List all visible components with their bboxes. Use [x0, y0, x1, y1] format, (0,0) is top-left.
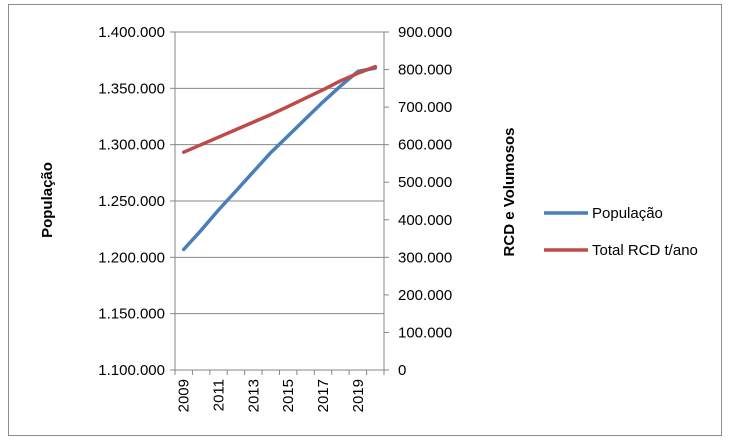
x-tick-label: 2015: [280, 379, 297, 412]
legend: População Total RCD t/ano: [544, 205, 698, 259]
gridlines: [175, 31, 384, 315]
x-axis-ticks: 2009 2011 2013 2015 2017 2019: [174, 370, 385, 412]
series-lines: [181, 64, 378, 252]
right-tick-label: 800.000: [398, 62, 452, 79]
right-tick-label: 400.000: [398, 212, 452, 229]
legend-item: Total RCD t/ano: [544, 242, 698, 259]
x-tick-label: 2009: [176, 379, 193, 412]
right-tick-label: 500.000: [398, 174, 452, 191]
right-tick-label: 100.000: [398, 324, 452, 341]
x-tick-label: 2019: [350, 379, 367, 412]
right-tick-label: 700.000: [398, 99, 452, 116]
left-tick-label: 1.100.000: [98, 362, 165, 379]
x-tick-label: 2017: [315, 379, 332, 412]
left-tick-label: 1.300.000: [98, 137, 165, 154]
right-tick-label: 300.000: [398, 249, 452, 266]
legend-label: Total RCD t/ano: [592, 242, 698, 259]
right-tick-label: 900.000: [398, 24, 452, 41]
left-tick-label: 1.150.000: [98, 306, 165, 323]
right-axis-title: RCD e Volumosos: [501, 128, 518, 257]
series-line: [181, 64, 378, 154]
legend-label: População: [592, 205, 663, 222]
right-tick-label: 0: [398, 362, 406, 379]
left-tick-label: 1.400.000: [98, 24, 165, 41]
left-tick-label: 1.200.000: [98, 249, 165, 266]
left-axis-ticks: 1.100.000 1.150.000 1.200.000 1.250.000 1.30…: [98, 24, 175, 379]
right-axis-ticks: 0 100.000 200.000 300.000 400.000 500.000 600.…: [384, 24, 452, 379]
right-tick-label: 200.000: [398, 287, 452, 304]
left-tick-label: 1.350.000: [98, 80, 165, 97]
series-line: [181, 66, 378, 252]
x-tick-label: 2013: [245, 379, 262, 412]
left-axis-title: População: [39, 162, 56, 238]
chart-frame: [8, 4, 722, 436]
right-tick-label: 600.000: [398, 137, 452, 154]
left-tick-label: 1.250.000: [98, 193, 165, 210]
legend-item: População: [544, 205, 663, 222]
x-tick-label: 2011: [211, 379, 228, 411]
